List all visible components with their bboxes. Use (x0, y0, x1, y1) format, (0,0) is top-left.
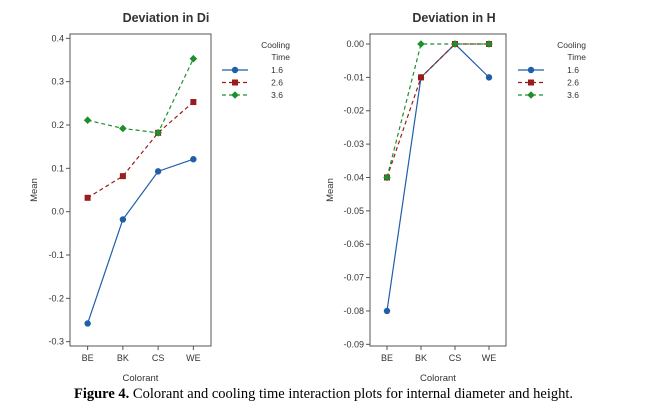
y-tick-label: -0.1 (48, 250, 64, 260)
x-tick-label: BE (381, 353, 393, 363)
y-tick-label: -0.06 (343, 239, 364, 249)
x-tick-label: WE (482, 353, 497, 363)
y-axis-label: Mean (29, 178, 40, 202)
y-tick-label: -0.3 (48, 337, 64, 347)
data-point (485, 40, 493, 48)
figure-caption-label: Figure 4. (73, 386, 130, 402)
data-point (383, 173, 391, 182)
chart-title: Deviation in Di (123, 11, 210, 25)
data-point (83, 116, 92, 125)
series-line-1.6 (386, 43, 490, 312)
chart-di: Deviation in Di 0.4 0.3 0.2 0.1 0.0 -0.1 -0.2 -0… (29, 11, 290, 384)
legend-title: Cooling (261, 40, 290, 50)
figure-caption: Figure 4. Colorant and cooling time inte… (0, 386, 647, 403)
plot-frame (69, 33, 212, 347)
data-point (190, 156, 197, 163)
data-point (189, 54, 198, 63)
data-point (451, 40, 459, 48)
series-line-2.6 (386, 43, 489, 178)
data-point (84, 194, 91, 201)
legend-marker (232, 79, 238, 86)
x-tick-label: BK (415, 353, 427, 363)
x-axis-label: Colorant (420, 373, 456, 384)
legend-label: 2.6 (271, 78, 283, 88)
chart-h: Deviation in H 0.00 -0.01 -0.02 -0.03 -0.04 -0… (325, 11, 586, 384)
data-point (485, 74, 493, 81)
y-tick-label: -0.2 (48, 293, 64, 303)
x-tick-label: WE (186, 353, 201, 363)
y-tick-label: 0.1 (51, 163, 64, 173)
legend-marker (527, 66, 535, 74)
x-axis-label: Colorant (123, 373, 159, 384)
legend-title: Time (567, 52, 586, 62)
legend-marker (528, 79, 534, 86)
legend-title: Cooling (557, 40, 586, 50)
data-point (84, 320, 91, 327)
legend-title: Time (271, 52, 290, 62)
y-tick-label: 0.0 (51, 207, 64, 217)
series-line-2.6 (87, 101, 194, 199)
data-point (119, 216, 127, 223)
data-point (417, 40, 425, 48)
data-point (154, 168, 162, 175)
series-line-1.6 (87, 158, 194, 324)
y-tick-label: 0.00 (346, 39, 364, 49)
y-tick-label: -0.07 (343, 273, 364, 283)
legend-label: 3.6 (567, 90, 579, 100)
y-tick-label: 0.2 (51, 120, 64, 130)
y-tick-label: 0.3 (51, 77, 64, 87)
y-axis-label: Mean (325, 178, 336, 202)
legend-label: 2.6 (567, 78, 579, 88)
legend-marker (527, 91, 535, 99)
x-tick-label: CS (449, 353, 462, 363)
y-tick-label: 0.4 (51, 33, 64, 43)
legend-marker (231, 66, 239, 74)
legend-label: 3.6 (271, 90, 283, 100)
data-point (418, 74, 424, 81)
legend-label: 1.6 (271, 65, 283, 75)
legend-marker (231, 91, 239, 99)
series-line-3.6 (386, 43, 489, 178)
y-tick-label: -0.09 (343, 339, 364, 349)
series-line-3.6 (87, 58, 194, 134)
y-tick-label: -0.03 (343, 139, 364, 149)
plot-frame (369, 33, 507, 347)
data-point (154, 129, 162, 137)
x-tick-label: BE (82, 353, 94, 363)
y-tick-label: -0.02 (343, 106, 364, 116)
y-tick-label: -0.08 (343, 306, 364, 316)
x-tick-label: CS (152, 353, 165, 363)
data-point (119, 124, 127, 133)
x-tick-label: BK (117, 353, 129, 363)
y-tick-label: -0.05 (343, 206, 364, 216)
legend-label: 1.6 (567, 65, 579, 75)
data-point (190, 99, 197, 106)
figure-caption-text: Colorant and cooling time interaction pl… (132, 386, 574, 402)
chart-title: Deviation in H (412, 11, 495, 25)
y-tick-label: -0.04 (343, 172, 364, 182)
y-tick-label: -0.01 (343, 72, 364, 82)
data-point (383, 307, 391, 315)
data-point (119, 173, 126, 180)
